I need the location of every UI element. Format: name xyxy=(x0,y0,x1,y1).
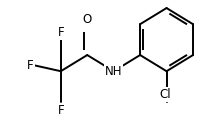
Text: Cl: Cl xyxy=(159,88,171,101)
Text: O: O xyxy=(82,13,92,26)
Text: F: F xyxy=(57,104,64,116)
Text: F: F xyxy=(27,59,34,72)
Text: NH: NH xyxy=(105,65,122,78)
Text: F: F xyxy=(57,26,64,39)
